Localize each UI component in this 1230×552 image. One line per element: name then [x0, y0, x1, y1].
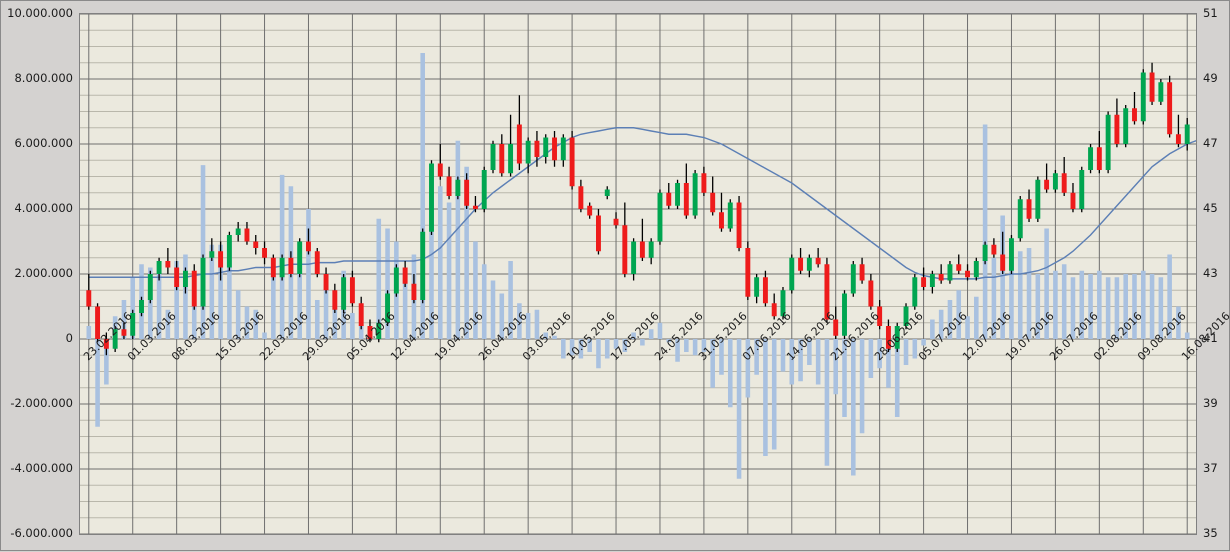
y-axis-left-tick: 8.000.000	[14, 71, 73, 85]
y-axis-left-tick: -2.000.000	[10, 396, 73, 410]
plot-area[interactable]	[79, 13, 1197, 535]
y-axis-left-tick: 4.000.000	[14, 201, 73, 215]
y-axis-right-tick: 37	[1203, 461, 1218, 475]
y-axis-left-tick: 6.000.000	[14, 136, 73, 150]
y-axis-right-tick: 39	[1203, 396, 1218, 410]
y-axis-left-tick: -4.000.000	[10, 461, 73, 475]
y-axis-right-tick: 49	[1203, 71, 1218, 85]
y-axis-right-tick: 41	[1203, 331, 1218, 345]
y-axis-right-tick: 43	[1203, 266, 1218, 280]
plot-svg	[80, 14, 1196, 534]
y-axis-left-tick: -6.000.000	[10, 526, 73, 540]
y-axis-right-tick: 47	[1203, 136, 1218, 150]
y-axis-right-tick: 45	[1203, 201, 1218, 215]
y-axis-right-tick: 51	[1203, 6, 1218, 20]
y-axis-left-tick: 0	[65, 331, 73, 345]
y-axis-left-tick: 10.000.000	[7, 6, 73, 20]
y-axis-right-tick: 35	[1203, 526, 1218, 540]
y-axis-left-tick: 2.000.000	[14, 266, 73, 280]
